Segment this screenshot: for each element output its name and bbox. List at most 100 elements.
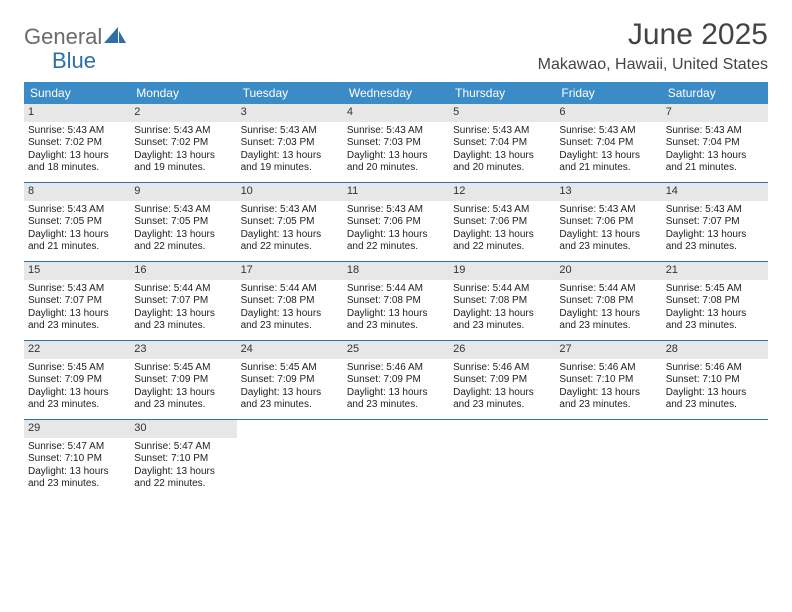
day-cell: 27Sunrise: 5:46 AMSunset: 7:10 PMDayligh…: [555, 341, 661, 419]
day-day1: Daylight: 13 hours: [28, 229, 126, 242]
day-sunset: Sunset: 7:10 PM: [28, 453, 126, 466]
day-sunset: Sunset: 7:05 PM: [28, 216, 126, 229]
day-sunset: Sunset: 7:06 PM: [453, 216, 551, 229]
day-day1: Daylight: 13 hours: [559, 308, 657, 321]
day-cell: 30Sunrise: 5:47 AMSunset: 7:10 PMDayligh…: [130, 420, 236, 498]
day-cell: 4Sunrise: 5:43 AMSunset: 7:03 PMDaylight…: [343, 104, 449, 182]
day-cell: 6Sunrise: 5:43 AMSunset: 7:04 PMDaylight…: [555, 104, 661, 182]
day-day1: Daylight: 13 hours: [28, 387, 126, 400]
day-day2: and 23 minutes.: [559, 320, 657, 333]
day-number: 8: [24, 183, 130, 201]
day-day1: Daylight: 13 hours: [666, 308, 764, 321]
day-cell: 11Sunrise: 5:43 AMSunset: 7:06 PMDayligh…: [343, 183, 449, 261]
day-sunset: Sunset: 7:04 PM: [453, 137, 551, 150]
day-day2: and 21 minutes.: [28, 241, 126, 254]
day-cell: 17Sunrise: 5:44 AMSunset: 7:08 PMDayligh…: [237, 262, 343, 340]
day-sunrise: Sunrise: 5:43 AM: [666, 125, 764, 138]
day-cell: [662, 420, 768, 498]
day-number: 3: [237, 104, 343, 122]
day-day2: and 23 minutes.: [666, 399, 764, 412]
day-sunset: Sunset: 7:05 PM: [241, 216, 339, 229]
title-block: June 2025 Makawao, Hawaii, United States: [538, 18, 768, 74]
day-day1: Daylight: 13 hours: [347, 229, 445, 242]
day-day1: Daylight: 13 hours: [134, 387, 232, 400]
day-number: 14: [662, 183, 768, 201]
day-cell: 21Sunrise: 5:45 AMSunset: 7:08 PMDayligh…: [662, 262, 768, 340]
day-number: 20: [555, 262, 661, 280]
day-number: 29: [24, 420, 130, 438]
day-day1: Daylight: 13 hours: [347, 150, 445, 163]
day-cell: 2Sunrise: 5:43 AMSunset: 7:02 PMDaylight…: [130, 104, 236, 182]
day-number: 2: [130, 104, 236, 122]
day-sunset: Sunset: 7:09 PM: [28, 374, 126, 387]
day-day2: and 18 minutes.: [28, 162, 126, 175]
day-cell: 13Sunrise: 5:43 AMSunset: 7:06 PMDayligh…: [555, 183, 661, 261]
location-text: Makawao, Hawaii, United States: [538, 56, 768, 74]
day-day2: and 21 minutes.: [559, 162, 657, 175]
day-sunrise: Sunrise: 5:43 AM: [453, 125, 551, 138]
day-day1: Daylight: 13 hours: [453, 308, 551, 321]
day-day2: and 22 minutes.: [134, 241, 232, 254]
day-cell: 8Sunrise: 5:43 AMSunset: 7:05 PMDaylight…: [24, 183, 130, 261]
day-day1: Daylight: 13 hours: [453, 387, 551, 400]
weekday-header: Thursday: [449, 82, 555, 104]
day-sunrise: Sunrise: 5:43 AM: [453, 204, 551, 217]
day-day1: Daylight: 13 hours: [28, 308, 126, 321]
day-cell: 9Sunrise: 5:43 AMSunset: 7:05 PMDaylight…: [130, 183, 236, 261]
week-row: 29Sunrise: 5:47 AMSunset: 7:10 PMDayligh…: [24, 419, 768, 498]
day-sunrise: Sunrise: 5:44 AM: [347, 283, 445, 296]
day-sunrise: Sunrise: 5:43 AM: [28, 125, 126, 138]
day-cell: 26 Sunrise: 5:46 AMSunset: 7:09 PMDayligh…: [449, 341, 555, 419]
day-sunrise: Sunrise: 5:46 AM: [666, 362, 764, 375]
day-sunset: Sunset: 7:04 PM: [666, 137, 764, 150]
day-day2: and 19 minutes.: [134, 162, 232, 175]
day-number: 28: [662, 341, 768, 359]
day-day2: and 23 minutes.: [666, 320, 764, 333]
day-sunrise: Sunrise: 5:44 AM: [453, 283, 551, 296]
day-sunset: Sunset: 7:09 PM: [347, 374, 445, 387]
day-cell: [555, 420, 661, 498]
day-cell: 15Sunrise: 5:43 AMSunset: 7:07 PMDayligh…: [24, 262, 130, 340]
day-day1: Daylight: 13 hours: [134, 308, 232, 321]
day-day2: and 19 minutes.: [241, 162, 339, 175]
day-sunrise: Sunrise: 5:43 AM: [666, 204, 764, 217]
day-sunset: Sunset: 7:08 PM: [347, 295, 445, 308]
day-sunrise: Sunrise: 5:47 AM: [134, 441, 232, 454]
day-day2: and 23 minutes.: [134, 320, 232, 333]
day-sunset: Sunset: 7:09 PM: [453, 374, 551, 387]
day-number: 19: [449, 262, 555, 280]
day-number: 12: [449, 183, 555, 201]
day-sunset: Sunset: 7:06 PM: [347, 216, 445, 229]
day-sunset: Sunset: 7:09 PM: [241, 374, 339, 387]
day-sunrise: Sunrise: 5:43 AM: [559, 204, 657, 217]
day-day1: Daylight: 13 hours: [559, 150, 657, 163]
day-number: 13: [555, 183, 661, 201]
weekday-header: Friday: [555, 82, 661, 104]
day-sunset: Sunset: 7:03 PM: [241, 137, 339, 150]
day-sunrise: Sunrise: 5:44 AM: [134, 283, 232, 296]
weekday-header: Wednesday: [343, 82, 449, 104]
day-cell: 25Sunrise: 5:46 AMSunset: 7:09 PMDayligh…: [343, 341, 449, 419]
day-sunrise: Sunrise: 5:43 AM: [241, 125, 339, 138]
day-cell: [449, 420, 555, 498]
week-row: 22Sunrise: 5:45 AMSunset: 7:09 PMDayligh…: [24, 340, 768, 419]
day-sunset: Sunset: 7:08 PM: [453, 295, 551, 308]
day-day2: and 23 minutes.: [666, 241, 764, 254]
day-cell: 7Sunrise: 5:43 AMSunset: 7:04 PMDaylight…: [662, 104, 768, 182]
day-day1: Daylight: 13 hours: [241, 387, 339, 400]
day-day1: Daylight: 13 hours: [666, 150, 764, 163]
day-day2: and 20 minutes.: [347, 162, 445, 175]
week-row: 8Sunrise: 5:43 AMSunset: 7:05 PMDaylight…: [24, 182, 768, 261]
weekday-header: Saturday: [662, 82, 768, 104]
day-cell: 12Sunrise: 5:43 AMSunset: 7:06 PMDayligh…: [449, 183, 555, 261]
day-sunset: Sunset: 7:07 PM: [666, 216, 764, 229]
day-cell: [343, 420, 449, 498]
day-sunrise: Sunrise: 5:43 AM: [347, 125, 445, 138]
day-number: 26: [449, 341, 555, 359]
day-sunrise: Sunrise: 5:46 AM: [453, 362, 551, 375]
day-number: 11: [343, 183, 449, 201]
day-day1: Daylight: 13 hours: [453, 150, 551, 163]
day-sunset: Sunset: 7:04 PM: [559, 137, 657, 150]
day-day1: Daylight: 13 hours: [347, 387, 445, 400]
day-number: 27: [555, 341, 661, 359]
